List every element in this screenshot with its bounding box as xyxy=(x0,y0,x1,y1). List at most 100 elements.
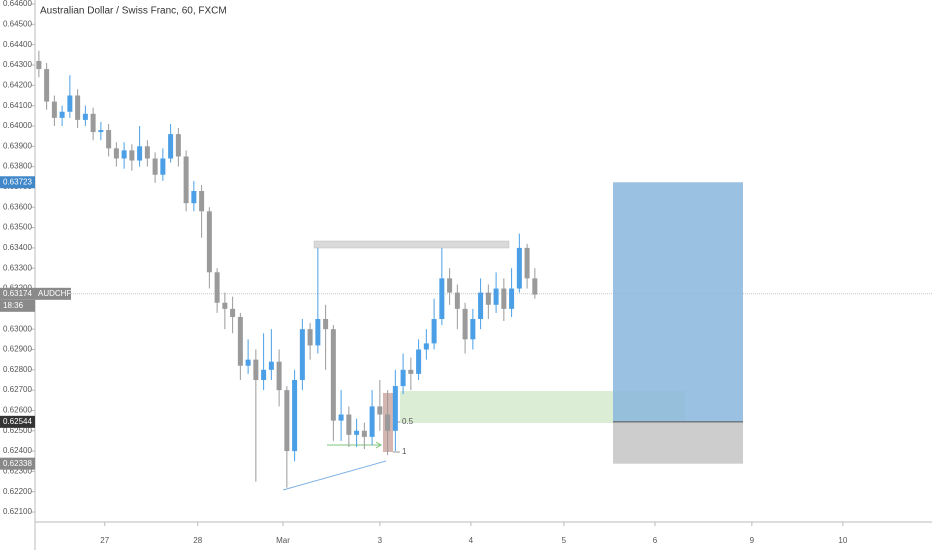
candle-body xyxy=(369,406,375,437)
stop-badge: 0.62338 xyxy=(3,459,32,468)
y-tick-label: 0.63600 xyxy=(3,202,32,211)
candle-body xyxy=(90,113,96,133)
y-tick-label: 0.62900 xyxy=(3,345,32,354)
y-tick-label: 0.64300 xyxy=(3,60,32,69)
candle-body xyxy=(168,134,174,159)
candle-body xyxy=(439,278,445,320)
candle-body xyxy=(59,111,65,118)
y-tick-label: 0.63400 xyxy=(3,243,32,252)
arrow-head xyxy=(375,441,382,449)
countdown: 18:36 xyxy=(3,301,24,310)
candle-body xyxy=(330,329,336,421)
y-tick-label: 0.64500 xyxy=(3,19,32,28)
y-tick-label: 0.64400 xyxy=(3,40,32,49)
candle-body xyxy=(284,390,290,452)
y-tick-label: 0.62800 xyxy=(3,365,32,374)
candle-body xyxy=(206,211,212,273)
y-tick-label: 0.62200 xyxy=(3,487,32,496)
candle-body xyxy=(354,430,360,435)
entry-badge: 0.62544 xyxy=(3,417,32,426)
candle-body xyxy=(292,379,298,452)
y-tick-label: 0.63800 xyxy=(3,162,32,171)
candle-body xyxy=(431,319,437,344)
candle-body xyxy=(509,288,515,309)
candle-body xyxy=(214,272,220,303)
y-tick-label: 0.62100 xyxy=(3,507,32,516)
trend-line xyxy=(282,460,387,491)
target-badge: 0.63723 xyxy=(3,177,32,186)
candle-body xyxy=(98,130,104,133)
candle-body xyxy=(338,414,344,421)
candle-body xyxy=(532,278,538,295)
candle-body xyxy=(137,146,143,161)
candle-body xyxy=(191,191,197,204)
y-tick-label: 0.62600 xyxy=(3,406,32,415)
candle-body xyxy=(121,150,127,159)
y-tick-label: 0.63500 xyxy=(3,223,32,232)
position-tool xyxy=(613,182,743,464)
candle-body xyxy=(447,278,453,293)
axes: 0.64600 0.64500 0.64400 0.64300 0.64200 0.641… xyxy=(0,0,848,545)
candle-body xyxy=(408,369,414,374)
candle-body xyxy=(454,292,460,309)
countdown-bg xyxy=(0,299,35,312)
candle-body xyxy=(377,406,383,415)
y-tick-label: 0.64200 xyxy=(3,80,32,89)
fib-label: 0.5 xyxy=(402,417,414,426)
candle-body xyxy=(183,156,189,204)
candle-body xyxy=(82,113,88,120)
candle-body xyxy=(129,150,135,161)
fib-label: 1 xyxy=(402,447,407,456)
y-tick-label: 0.63300 xyxy=(3,263,32,272)
candle-body xyxy=(423,343,429,350)
candle-body xyxy=(160,158,166,175)
price-badge: 0.63174 xyxy=(3,289,32,298)
candle-body xyxy=(516,247,522,289)
candle-body xyxy=(307,329,313,346)
candle-body xyxy=(152,158,158,175)
target-zone xyxy=(613,182,743,422)
candle-body xyxy=(470,319,476,340)
candle-body xyxy=(323,319,329,330)
candle-body xyxy=(253,359,259,380)
candle-body xyxy=(222,302,228,309)
candle-body xyxy=(392,386,398,431)
y-tick-label: 0.62300 xyxy=(3,467,32,476)
x-tick-label: 10 xyxy=(838,536,847,545)
candle-body xyxy=(299,329,305,380)
y-tick-label: 0.62700 xyxy=(3,385,32,394)
candle-body xyxy=(268,361,274,370)
candle-body xyxy=(315,319,321,346)
candle-body xyxy=(501,288,507,309)
x-tick-label: 9 xyxy=(750,536,755,545)
x-tick-label: 27 xyxy=(100,536,109,545)
y-tick-label: 0.62500 xyxy=(3,426,32,435)
candle-body xyxy=(478,292,484,320)
candle-body xyxy=(385,414,391,431)
candle-body xyxy=(346,414,352,435)
candle-body xyxy=(245,359,251,366)
x-tick-label: 28 xyxy=(193,536,202,545)
x-tick-label: 4 xyxy=(469,536,474,545)
candle-body xyxy=(416,349,422,374)
y-tick-label: 0.62400 xyxy=(3,446,32,455)
candle-body xyxy=(485,292,491,305)
price-badge-bg xyxy=(0,287,35,300)
y-tick-label: 0.64100 xyxy=(3,101,32,110)
candle-body xyxy=(113,148,119,159)
range-box xyxy=(313,240,510,249)
candle-body xyxy=(276,361,282,391)
candles xyxy=(36,50,538,488)
y-tick-label: 0.64600 xyxy=(3,0,32,8)
symbol-label: AUDCHF xyxy=(38,289,71,298)
x-tick-label: 3 xyxy=(378,536,383,545)
candle-body xyxy=(230,308,236,317)
y-tick-label: 0.63000 xyxy=(3,324,32,333)
x-tick-label: 6 xyxy=(653,536,658,545)
candle-body xyxy=(462,308,468,340)
candle-body xyxy=(261,369,267,380)
y-tick-label: 0.63900 xyxy=(3,141,32,150)
candle-body xyxy=(67,95,73,112)
